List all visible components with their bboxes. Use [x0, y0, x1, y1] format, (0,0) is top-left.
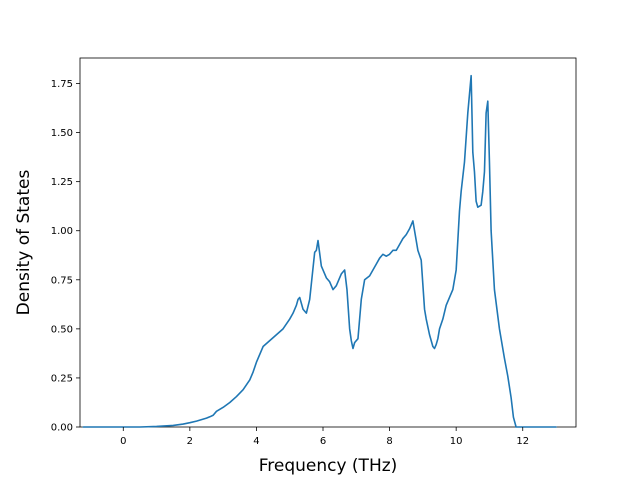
x-axis-label: Frequency (THz) — [259, 456, 398, 476]
y-tick-label: 1.00 — [51, 226, 73, 237]
x-tick-label: 4 — [253, 436, 259, 447]
y-axis-label: Density of States — [14, 170, 34, 316]
y-tick-label: 0.00 — [51, 423, 73, 434]
x-tick-label: 12 — [516, 436, 529, 447]
x-tick-label: 6 — [320, 436, 326, 447]
y-tick-label: 0.25 — [51, 373, 73, 384]
x-tick-label: 2 — [187, 436, 193, 447]
x-tick-label: 10 — [450, 436, 463, 447]
plot-area — [79, 57, 577, 428]
x-tick-label: 0 — [120, 436, 126, 447]
y-tick-label: 1.50 — [51, 128, 73, 139]
y-axis-ticks: 0.00 0.25 0.50 0.75 1.00 1.25 1.50 1.75 — [51, 79, 80, 434]
y-tick-label: 0.50 — [51, 324, 73, 335]
y-tick-label: 1.25 — [51, 177, 73, 188]
dos-line-series-0 — [82, 74, 557, 428]
x-axis-ticks: 0 2 4 6 8 10 12 — [120, 427, 529, 447]
plot-frame — [79, 57, 577, 428]
y-tick-label: 0.75 — [51, 275, 73, 286]
y-tick-label: 1.75 — [51, 79, 73, 90]
x-tick-label: 8 — [386, 436, 392, 447]
